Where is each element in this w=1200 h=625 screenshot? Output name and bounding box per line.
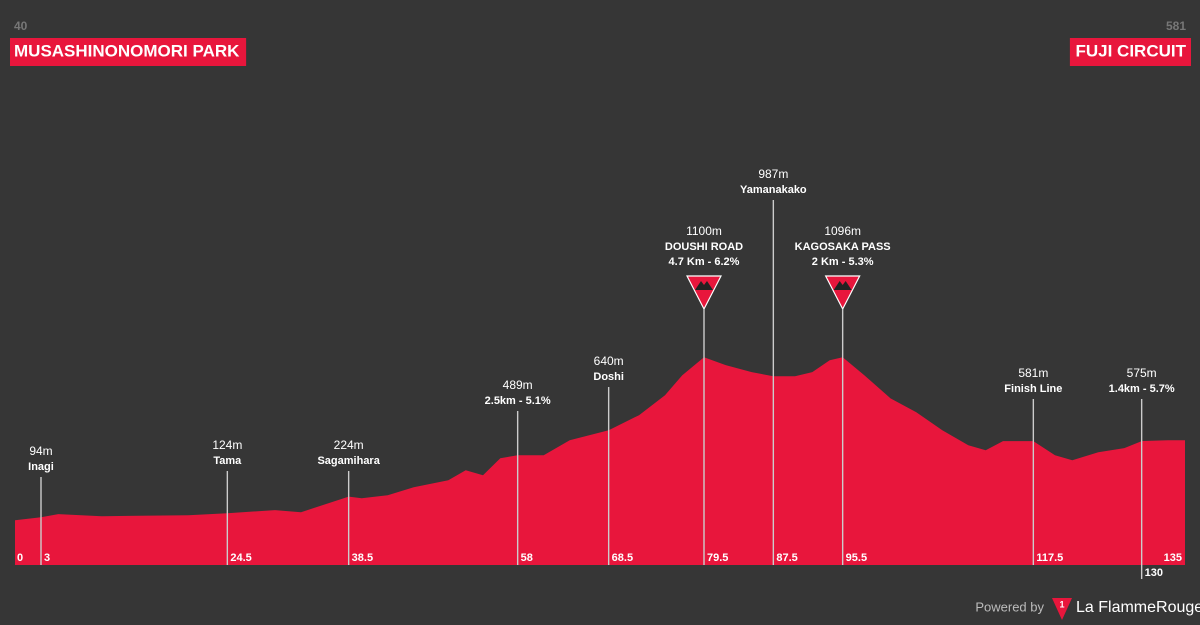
climb-icon [686, 275, 722, 311]
km-label: 95.5 [846, 552, 867, 564]
km-label: 68.5 [612, 552, 633, 564]
brand-mark: 1 [1059, 599, 1064, 609]
km-label: 87.5 [776, 552, 797, 564]
elevation-label: 1100m [686, 224, 722, 238]
elevation-area [15, 357, 1185, 565]
waypoint-name: Doshi [593, 371, 624, 383]
km-label: 117.5 [1036, 552, 1063, 564]
finish-name: FUJI CIRCUIT [1076, 41, 1187, 60]
climb-icon [824, 275, 861, 311]
waypoint-name: Sagamihara [317, 455, 380, 467]
climb-icon-mountain [833, 281, 852, 290]
climb-icon-mountain [695, 281, 713, 290]
brand: La FlammeRouge [1076, 599, 1200, 616]
elevation-label: 489m [503, 378, 533, 392]
km-label: 79.5 [707, 552, 728, 564]
elevation-label: 640m [594, 354, 624, 368]
elevation-label: 94m [29, 444, 52, 458]
brand-logo [1052, 598, 1072, 620]
finish-elevation: 581 [1166, 19, 1186, 33]
waypoint-stats: 2 Km - 5.3% [812, 256, 874, 268]
waypoint-stats: 4.7 Km - 6.2% [669, 256, 740, 268]
elevation-label: 224m [334, 438, 364, 452]
waypoint-name: Tama [213, 455, 242, 467]
start-name: MUSASHINONOMORI PARK [14, 41, 240, 60]
profile [15, 357, 1185, 565]
elevation-label: 1096m [824, 224, 861, 238]
waypoint-name: Yamanakako [740, 184, 807, 196]
elevation-label: 987m [758, 167, 788, 181]
start-elevation: 40 [14, 19, 28, 33]
km-label: 38.5 [352, 552, 373, 564]
waypoint-name: DOUSHI ROAD [665, 241, 743, 253]
waypoint-stats: 2.5km - 5.1% [485, 395, 551, 407]
waypoint-name: Finish Line [1004, 383, 1062, 395]
waypoint-name: KAGOSAKA PASS [795, 241, 891, 253]
x-tick-label: 135 [1164, 552, 1182, 564]
km-label: 58 [521, 552, 533, 564]
elevation-label: 575m [1127, 366, 1157, 380]
waypoint-stats: 1.4km - 5.7% [1109, 383, 1175, 395]
start-box [10, 38, 247, 66]
elevation-label: 124m [212, 438, 242, 452]
footer: Powered by [975, 599, 1044, 614]
waypoint-name: Inagi [28, 461, 54, 473]
km-label: 130 [1145, 567, 1163, 579]
km-label: 24.5 [230, 552, 251, 564]
km-label: 3 [44, 552, 50, 564]
x-tick-label: 0 [17, 552, 23, 564]
finish-box [1069, 38, 1191, 66]
elevation-label: 581m [1018, 366, 1048, 380]
